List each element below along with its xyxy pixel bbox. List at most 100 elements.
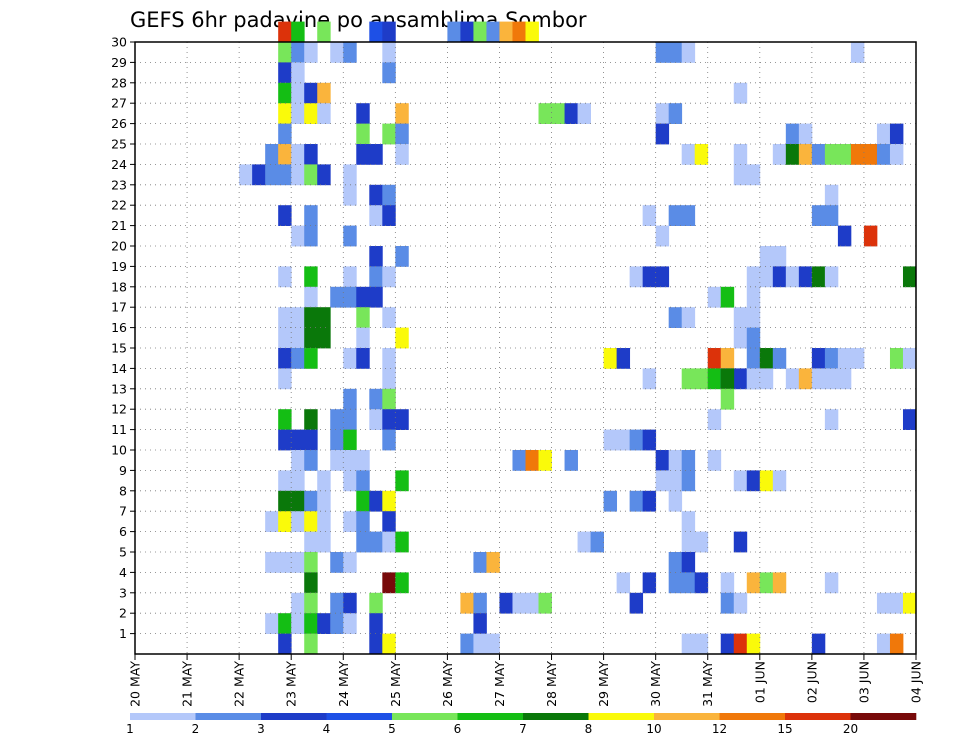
heatmap-cell — [278, 103, 292, 124]
heatmap-cell — [733, 327, 748, 349]
colorbar-swatch — [261, 713, 327, 720]
heatmap-cell — [473, 21, 487, 43]
heatmap-cell — [330, 552, 344, 573]
heatmap-cell — [382, 490, 396, 512]
heatmap-cell — [343, 429, 357, 451]
heatmap-cell — [746, 286, 761, 308]
y-tick-label: 11 — [111, 422, 127, 437]
heatmap-cell — [343, 266, 357, 288]
heatmap-cell — [330, 429, 344, 451]
heatmap-cell — [369, 246, 383, 267]
heatmap-cell — [291, 62, 305, 84]
heatmap-cell — [239, 164, 253, 186]
heatmap-cell — [369, 613, 383, 634]
heatmap-cell — [330, 286, 344, 308]
heatmap-cell — [356, 531, 370, 553]
heatmap-cell — [772, 144, 787, 165]
heatmap-cell — [668, 103, 683, 124]
heatmap-cell — [811, 144, 826, 165]
heatmap-cell — [525, 450, 539, 471]
x-tick-label: 02 JUN — [804, 661, 819, 703]
heatmap-cell — [694, 531, 709, 553]
heatmap-cell — [382, 307, 396, 328]
heatmap-cell — [356, 450, 370, 471]
y-tick-label: 2 — [119, 606, 127, 621]
heatmap-cell — [317, 164, 331, 186]
heatmap-cell — [720, 388, 735, 410]
colorbar-swatch — [195, 713, 262, 720]
y-tick-label: 5 — [119, 545, 127, 560]
heatmap-cell — [317, 490, 331, 512]
heatmap-cell — [746, 572, 761, 594]
heatmap-cell — [811, 205, 826, 226]
heatmap-cell — [681, 42, 696, 63]
heatmap-cell — [369, 531, 383, 553]
heatmap-cell — [616, 348, 631, 369]
heatmap-cell — [278, 429, 292, 451]
heatmap-cell — [343, 409, 357, 430]
colorbar-label: 15 — [777, 722, 792, 736]
heatmap-cell — [356, 307, 370, 328]
y-tick-label: 19 — [111, 259, 127, 274]
heatmap-cell — [382, 409, 396, 430]
colorbar-swatch — [850, 713, 917, 720]
heatmap-cell — [382, 531, 396, 553]
heatmap-cell — [278, 205, 292, 226]
heatmap-cell — [278, 144, 292, 165]
heatmap-cell — [668, 552, 683, 573]
heatmap-cell — [291, 592, 305, 614]
heatmap-cell — [278, 348, 292, 369]
heatmap-cell — [798, 144, 813, 165]
heatmap-cell — [278, 266, 292, 288]
heatmap-cell — [629, 592, 644, 614]
y-tick-label: 24 — [111, 157, 127, 172]
heatmap-cell — [681, 633, 696, 655]
heatmap-cell — [785, 123, 800, 145]
heatmap-cell — [642, 368, 657, 390]
heatmap-cell — [447, 21, 461, 43]
heatmap-cell — [824, 368, 839, 390]
heatmap-cell — [824, 144, 839, 165]
heatmap-cell — [681, 531, 696, 553]
heatmap-cell — [304, 552, 318, 573]
heatmap-cell — [772, 266, 787, 288]
x-tick-label: 27 MAY — [492, 661, 507, 707]
heatmap-cell — [343, 388, 357, 410]
heatmap-cell — [811, 348, 826, 369]
heatmap-cell — [356, 490, 370, 512]
heatmap-cell — [772, 348, 787, 369]
heatmap-cell — [681, 205, 696, 226]
heatmap-cell — [291, 307, 305, 328]
heatmap-cell — [798, 368, 813, 390]
heatmap-cell — [603, 348, 618, 369]
heatmap-cell — [837, 225, 852, 247]
x-tick-label: 04 JUN — [909, 661, 924, 703]
heatmap-cell — [824, 409, 839, 430]
heatmap-cell — [824, 348, 839, 369]
heatmap-cell — [343, 552, 357, 573]
colorbar-label: 7 — [519, 722, 527, 736]
heatmap-cell — [876, 123, 891, 145]
heatmap-cell — [382, 368, 396, 390]
colorbar-label: 2 — [192, 722, 200, 736]
heatmap-cell — [356, 286, 370, 308]
y-tick-label: 23 — [111, 177, 127, 192]
heatmap-cell — [720, 286, 735, 308]
heatmap-cell — [265, 164, 279, 186]
heatmap-cell — [850, 42, 865, 63]
heatmap-cell — [304, 348, 318, 369]
heatmap-cell — [720, 592, 735, 614]
heatmap-cell — [629, 266, 644, 288]
heatmap-cell — [603, 429, 618, 451]
heatmap-cell — [746, 470, 761, 492]
heatmap-cell — [395, 246, 409, 267]
y-tick-label: 14 — [111, 361, 127, 376]
y-tick-label: 30 — [111, 35, 127, 50]
heatmap-cell — [486, 552, 500, 573]
colorbar-label: 5 — [388, 722, 396, 736]
heatmap-cell — [343, 348, 357, 369]
heatmap-cell — [629, 490, 644, 512]
heatmap-cell — [291, 144, 305, 165]
heatmap-cell — [733, 633, 748, 655]
heatmap-cell — [837, 144, 852, 165]
